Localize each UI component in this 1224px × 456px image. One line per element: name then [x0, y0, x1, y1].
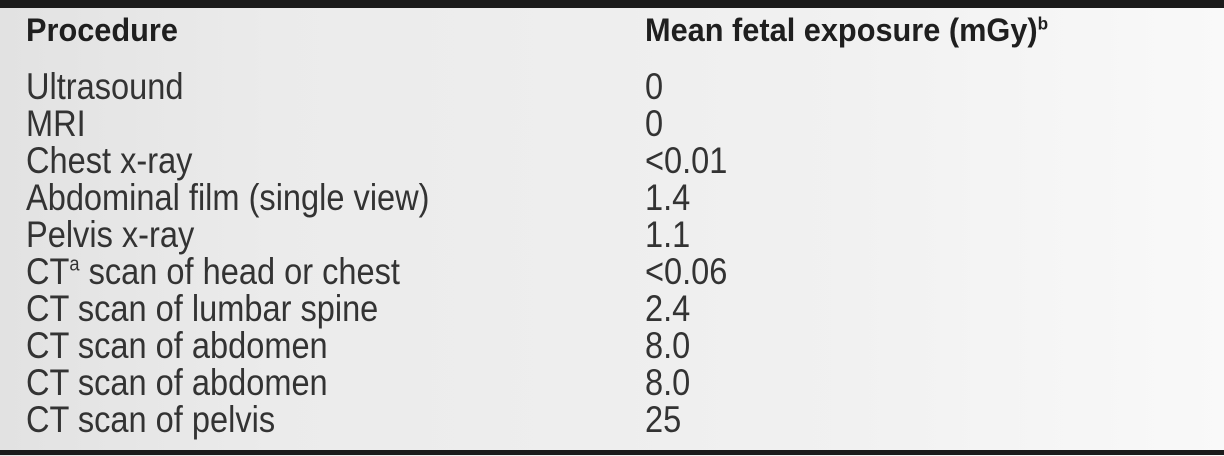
exposure-value: 1.1 [645, 214, 691, 255]
fetal-exposure-table: Procedure Mean fetal exposure (mGy)b Ult… [0, 8, 1224, 438]
procedure-text: CT scan of pelvis [26, 399, 276, 440]
exposure-value: 0 [645, 66, 664, 107]
procedure-text: Chest x-ray [26, 140, 193, 181]
table-row: CT scan of lumbar spine 2.4 [0, 290, 1224, 327]
exposure-value: 1.4 [645, 177, 691, 218]
table-row: Ultrasound 0 [0, 68, 1224, 105]
table-row: Chest x-ray <0.01 [0, 142, 1224, 179]
table-row: CTa scan of head or chest <0.06 [0, 253, 1224, 290]
procedure-text-cont: scan of head or chest [79, 251, 400, 292]
procedure-text: CT scan of abdomen [26, 325, 328, 366]
table-row: CT scan of abdomen 8.0 [0, 364, 1224, 401]
value-cell: 0 [645, 105, 1224, 142]
value-cell: <0.01 [645, 142, 1224, 179]
exposure-value: <0.06 [645, 251, 728, 292]
exposure-value: 25 [645, 399, 682, 440]
table-row: CT scan of pelvis 25 [0, 401, 1224, 438]
procedure-text: MRI [26, 103, 86, 144]
footnote-marker-b: b [1037, 13, 1049, 34]
exposure-value: <0.01 [645, 140, 728, 181]
procedure-cell: Ultrasound [0, 68, 645, 105]
column-header-exposure: Mean fetal exposure (mGy)b [645, 13, 1224, 47]
procedure-cell: CT scan of abdomen [0, 364, 645, 401]
table-bottom-rule [0, 450, 1224, 455]
procedure-text: Ultrasound [26, 66, 184, 107]
procedure-text: Abdominal film (single view) [26, 177, 430, 218]
procedure-cell: Chest x-ray [0, 142, 645, 179]
value-cell: 1.1 [645, 216, 1224, 253]
exposure-value: 8.0 [645, 325, 691, 366]
value-cell: <0.06 [645, 253, 1224, 290]
procedure-cell: CTa scan of head or chest [0, 253, 645, 290]
column-header-exposure-label: Mean fetal exposure (mGy) [645, 12, 1038, 48]
exposure-value: 0 [645, 103, 664, 144]
table-row: MRI 0 [0, 105, 1224, 142]
value-cell: 2.4 [645, 290, 1224, 327]
procedure-text: CT scan of lumbar spine [26, 288, 379, 329]
table-row: Pelvis x-ray 1.1 [0, 216, 1224, 253]
table-top-rule [0, 0, 1224, 8]
value-cell: 8.0 [645, 364, 1224, 401]
procedure-text: Pelvis x-ray [26, 214, 195, 255]
column-header-procedure-label: Procedure [26, 12, 178, 48]
table-header-row: Procedure Mean fetal exposure (mGy)b [0, 8, 1224, 68]
procedure-cell: Pelvis x-ray [0, 216, 645, 253]
value-cell: 0 [645, 68, 1224, 105]
table-row: Abdominal film (single view) 1.4 [0, 179, 1224, 216]
procedure-cell: MRI [0, 105, 645, 142]
value-cell: 1.4 [645, 179, 1224, 216]
footnote-marker-a: a [69, 252, 80, 276]
procedure-cell: Abdominal film (single view) [0, 179, 645, 216]
procedure-cell: CT scan of abdomen [0, 327, 645, 364]
procedure-text: CT scan of abdomen [26, 362, 328, 403]
exposure-value: 2.4 [645, 288, 691, 329]
procedure-text: CT [26, 251, 70, 292]
table-row: CT scan of abdomen 8.0 [0, 327, 1224, 364]
procedure-cell: CT scan of lumbar spine [0, 290, 645, 327]
column-header-procedure: Procedure [0, 13, 645, 47]
value-cell: 25 [645, 401, 1224, 438]
procedure-cell: CT scan of pelvis [0, 401, 645, 438]
exposure-value: 8.0 [645, 362, 691, 403]
value-cell: 8.0 [645, 327, 1224, 364]
